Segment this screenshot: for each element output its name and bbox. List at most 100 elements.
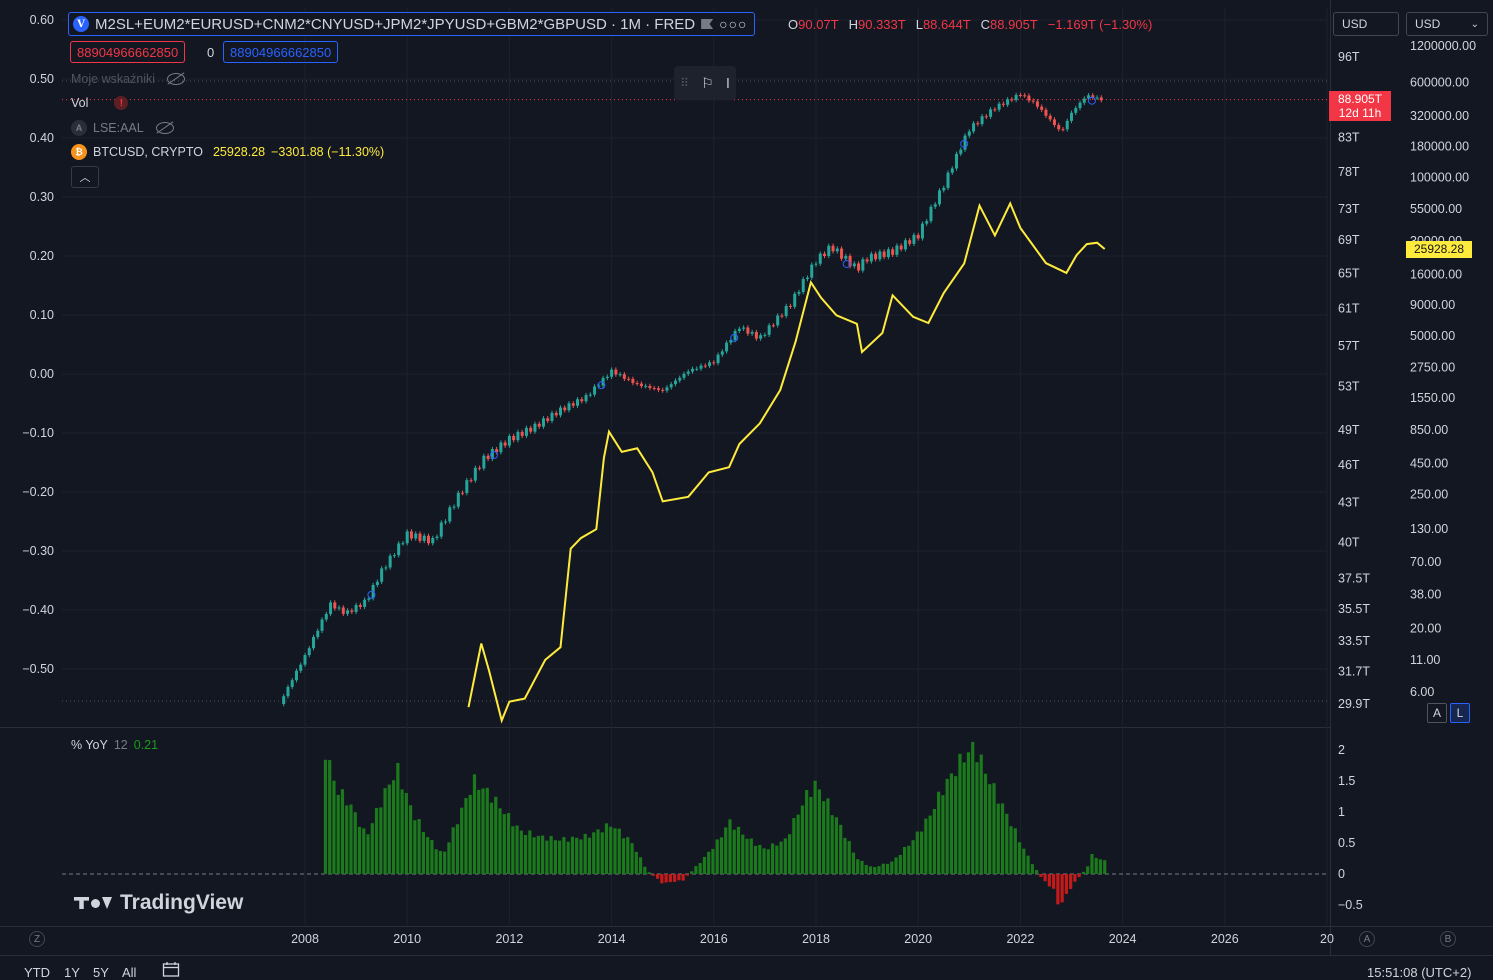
yoy-bar — [715, 839, 719, 874]
btc-axis-label: 1550.00 — [1410, 391, 1455, 405]
value-input-right[interactable]: 88904966662850 — [223, 41, 339, 63]
eye-hidden-icon[interactable] — [155, 122, 174, 134]
yoy-bar — [787, 834, 792, 874]
flag-icon[interactable] — [701, 19, 714, 29]
candle-body — [1052, 119, 1056, 126]
candle-body — [818, 253, 822, 264]
candle-body — [771, 325, 775, 327]
candle-body — [984, 116, 988, 118]
range-all[interactable]: All — [122, 965, 137, 980]
candle-body — [865, 259, 869, 262]
candle-body — [618, 374, 622, 376]
yoy-bar — [732, 829, 736, 874]
indicator-btcusd[interactable]: ₿ BTCUSD, CRYPTO 25928.28 −3301.88 (−11.… — [71, 144, 384, 160]
yoy-bar — [796, 814, 800, 874]
pin-tool-icon[interactable]: ǀ — [726, 75, 730, 91]
yoy-bar — [864, 864, 868, 874]
yoy-bar — [894, 857, 898, 874]
indicator-aal[interactable]: A LSE:AAL — [71, 120, 174, 136]
candle-body — [329, 602, 333, 614]
candle-body — [955, 153, 959, 169]
currency-select-left[interactable]: USD — [1333, 12, 1399, 36]
candle-body — [307, 648, 311, 656]
yoy-bar — [332, 780, 336, 874]
candle-body — [656, 388, 660, 390]
btc-axis-label: 6.00 — [1410, 685, 1434, 699]
candle-body — [563, 407, 567, 411]
range-1y[interactable]: 1Y — [64, 965, 80, 980]
candle-body — [946, 172, 950, 188]
candle-body — [375, 581, 379, 586]
indicator-moje[interactable]: Moje wskaźniki — [71, 72, 186, 86]
btc-axis-label: 55000.00 — [1410, 202, 1462, 216]
yoy-bar — [647, 872, 651, 874]
candle-body — [418, 533, 422, 541]
btc-axis-label: 850.00 — [1410, 423, 1448, 437]
candle-body — [533, 423, 537, 432]
event-marker-icon — [1087, 96, 1096, 105]
tradingview-logo[interactable]: TradingView — [74, 891, 243, 915]
yoy-bar — [779, 841, 783, 874]
candle-body — [341, 607, 345, 614]
indicator-vol[interactable]: Vol ! — [71, 96, 129, 110]
yoy-bar — [570, 836, 575, 874]
yoy-bar — [426, 837, 430, 874]
candle-body — [439, 522, 443, 537]
yoy-bar — [583, 833, 587, 874]
zoom-corner-button[interactable]: Z — [29, 931, 45, 947]
log-scale-button[interactable]: L — [1450, 703, 1470, 723]
candle-body — [814, 263, 818, 265]
yoy-bar — [758, 844, 762, 874]
yoy-bar — [1056, 874, 1060, 905]
yoy-bar — [839, 824, 843, 874]
corner-b-button[interactable]: B — [1440, 931, 1456, 947]
yoy-bar — [515, 825, 519, 874]
yoy-bar — [1000, 803, 1005, 874]
currency-select-right[interactable]: USD ⌄ — [1406, 12, 1488, 36]
yoy-bar — [1094, 857, 1098, 874]
yoy-bar — [328, 760, 332, 874]
btc-axis-label: 16000.00 — [1410, 268, 1462, 282]
candle-body — [844, 255, 848, 259]
candle-body — [1070, 112, 1073, 121]
candle-body — [507, 436, 511, 446]
warning-icon[interactable]: ! — [114, 96, 129, 110]
drag-handle-icon[interactable]: ⠿ — [680, 76, 689, 90]
range-ytd[interactable]: YTD — [24, 965, 50, 980]
yoy-bar — [971, 741, 975, 874]
range-5y[interactable]: 5Y — [93, 965, 109, 980]
yoy-bar — [545, 840, 549, 874]
yoy-bar — [655, 874, 660, 879]
collapse-legend-button[interactable]: ︿ — [71, 166, 99, 188]
left-axis-label: 0.00 — [30, 367, 54, 381]
yoy-bar — [451, 827, 455, 874]
clock-time[interactable]: 15:51:08 (UTC+2) — [1367, 965, 1472, 980]
candle-body — [776, 315, 780, 326]
more-icon[interactable]: ○○○ — [719, 16, 748, 32]
yoy-bar — [1086, 866, 1090, 874]
x-tick-label: 2018 — [802, 932, 830, 946]
corner-a-button[interactable]: A — [1359, 931, 1375, 947]
yoy-bar — [792, 818, 796, 874]
auto-scale-button[interactable]: A — [1427, 703, 1447, 723]
value-input-left[interactable]: 88904966662850 — [70, 41, 186, 63]
candle-body — [669, 384, 673, 388]
event-marker-icon — [367, 590, 376, 599]
yoy-bar — [1069, 874, 1073, 889]
yoy-bar — [366, 834, 370, 874]
yoy-bar — [1060, 874, 1064, 903]
candle-body — [754, 332, 758, 339]
yoy-bar — [690, 871, 694, 874]
candle-body — [452, 506, 456, 508]
calendar-icon[interactable] — [162, 961, 180, 980]
yoy-bar — [728, 819, 732, 874]
symbol-legend[interactable]: V M2SL+EUM2*EURUSD+CNM2*CNYUSD+JPM2*JPYU… — [68, 12, 755, 36]
btc-series-line — [467, 200, 1106, 724]
yoy-legend[interactable]: % YoY 12 0.21 — [71, 738, 159, 752]
floating-toolbar[interactable]: ⠿ ⚐ ǀ — [674, 66, 736, 100]
bitcoin-icon: ₿ — [71, 144, 87, 160]
eye-hidden-icon[interactable] — [167, 73, 186, 85]
flag-tool-icon[interactable]: ⚐ — [701, 74, 714, 91]
yoy-bar — [404, 793, 408, 874]
